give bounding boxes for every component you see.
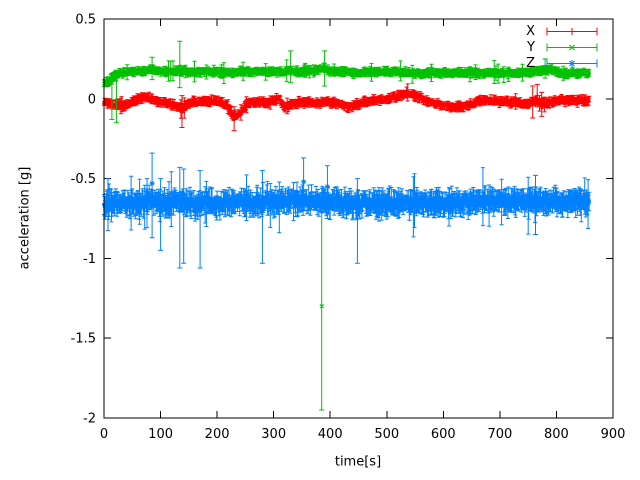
legend-marker-star-icon (568, 59, 576, 67)
x-tick-label: 300 (261, 427, 286, 442)
y-tick-label: -1 (83, 252, 96, 267)
x-tick-label: 800 (544, 427, 569, 442)
y-tick-label: -0.5 (71, 172, 96, 187)
series-z-errorbars (102, 152, 592, 269)
y-tick-label: -1.5 (71, 332, 96, 347)
plot-border (103, 18, 614, 419)
x-axis-title: time[s] (334, 454, 382, 470)
legend-marker-plus-icon (568, 27, 576, 35)
legend-row-z: Z (521, 55, 598, 71)
x-tick-label: 600 (431, 427, 456, 442)
y-tick-label: -2 (83, 412, 96, 427)
x-tick-label: 900 (601, 427, 626, 442)
legend-label-x: X (526, 23, 535, 39)
legend-row-x: X (521, 23, 598, 39)
legend-label-z: Z (526, 55, 535, 71)
series-y-errorbars (102, 40, 592, 411)
legend-label-y: Y (527, 39, 535, 55)
legend-sample-x-errorbar-icon (546, 27, 598, 35)
x-tick-label: 700 (487, 427, 512, 442)
y-tick-label: 0.5 (75, 13, 96, 28)
legend-row-y: Y (521, 39, 598, 55)
legend: X Y Z (521, 23, 598, 71)
legend-sample-z-errorbar-icon (546, 59, 598, 67)
y-axis-title: acceleration [g] (17, 166, 33, 270)
legend-sample-y-errorbar-icon (546, 43, 598, 51)
x-tick-label: 400 (318, 427, 343, 442)
x-tick-label: 0 (100, 427, 108, 442)
x-tick-label: 200 (205, 427, 230, 442)
x-tick-label: 500 (374, 427, 399, 442)
y-tick-label: 0 (88, 92, 96, 107)
legend-marker-cross-icon (569, 44, 575, 50)
x-tick-label: 100 (148, 427, 173, 442)
